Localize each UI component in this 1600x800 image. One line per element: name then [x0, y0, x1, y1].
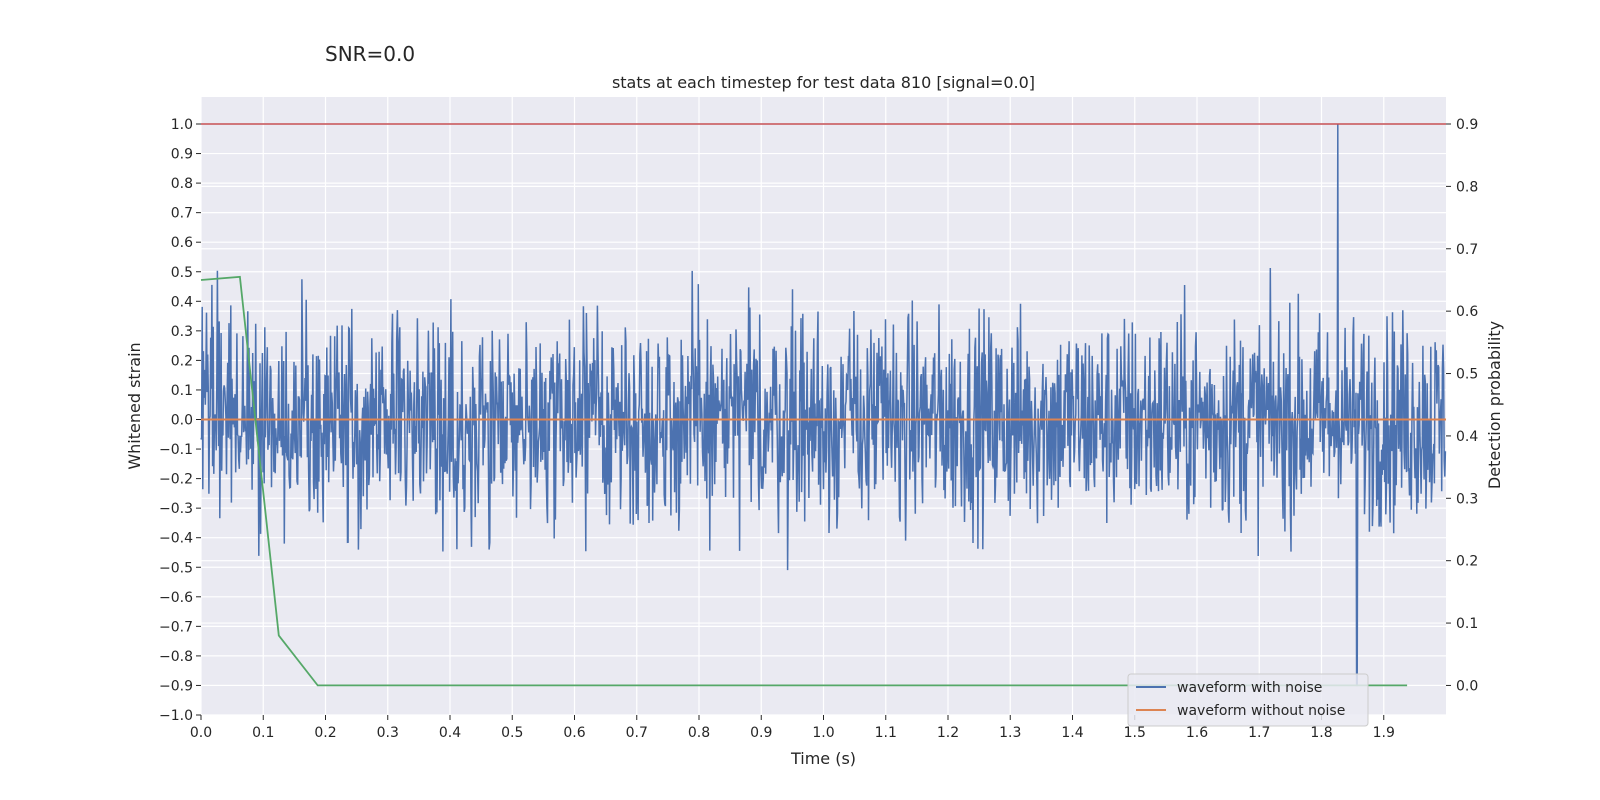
y-tick-label: −0.9 — [159, 678, 193, 694]
x-tick-label: 1.2 — [937, 725, 959, 741]
y-right-tick-label: 0.0 — [1456, 678, 1478, 694]
legend: waveform with noise waveform without nois… — [1127, 673, 1369, 727]
x-tick-label: 0.4 — [439, 725, 461, 741]
x-axis-label: Time (s) — [790, 749, 856, 768]
y-right-tick-label: 0.3 — [1456, 491, 1478, 507]
x-tick-label: 1.4 — [1061, 725, 1083, 741]
x-axis: 0.0 0.1 0.2 0.3 0.4 0.5 0.6 0.7 0.8 0.9 1.0 1.1 1.2 1… — [190, 715, 1395, 741]
y-right-tick-label: 0.2 — [1456, 554, 1478, 570]
y-axis-right: 0.9 0.8 0.7 0.6 0.5 0.4 0.3 0.2 0.1 0.0 — [1446, 117, 1478, 694]
chart-title: stats at each timestep for test data 810… — [612, 73, 1035, 92]
series-waveform-with-noise — [200, 123, 1447, 687]
y-tick-label: 0.3 — [171, 324, 193, 340]
x-tick-label: 0.7 — [626, 725, 648, 741]
y-tick-label: −0.6 — [159, 590, 193, 606]
y-tick-label: 0.9 — [171, 147, 193, 163]
y-right-tick-label: 0.7 — [1456, 242, 1478, 258]
series-detection-probability — [200, 275, 1408, 687]
y-tick-label: −0.5 — [159, 560, 193, 576]
x-tick-label: 0.8 — [688, 725, 710, 741]
y-tick-label: 0.4 — [171, 294, 193, 310]
y-tick-label: 0.1 — [171, 383, 193, 399]
x-tick-label: 0.1 — [252, 725, 274, 741]
y-axis-left: 1.0 0.9 0.8 0.7 0.6 0.5 0.4 0.3 0.2 0.1 0.0 −0.1 −0.… — [159, 117, 201, 724]
y-tick-label: −0.4 — [159, 531, 193, 547]
y-right-tick-label: 0.9 — [1456, 117, 1478, 133]
x-tick-label: 1.8 — [1310, 725, 1332, 741]
x-tick-label: 1.3 — [999, 725, 1021, 741]
x-tick-label: 0.6 — [563, 725, 585, 741]
figure-title: SNR=0.0 — [325, 42, 416, 66]
y-tick-label: −1.0 — [159, 708, 193, 724]
y-tick-label: 0.2 — [171, 353, 193, 369]
y-right-tick-label: 0.6 — [1456, 304, 1478, 320]
y-right-tick-label: 0.5 — [1456, 367, 1478, 383]
x-tick-label: 0.2 — [314, 725, 336, 741]
y-tick-label: −0.7 — [159, 619, 193, 635]
legend-box — [1127, 673, 1369, 727]
legend-label: waveform without noise — [1177, 703, 1345, 719]
y-tick-label: −0.3 — [159, 501, 193, 517]
y-right-tick-label: 0.4 — [1456, 429, 1478, 445]
x-tick-label: 0.3 — [377, 725, 399, 741]
y-right-tick-label: 0.8 — [1456, 179, 1478, 195]
x-tick-label: 0.5 — [501, 725, 523, 741]
y-tick-label: −0.2 — [159, 472, 193, 488]
y-axis-right-label: Detection probability — [1485, 321, 1504, 489]
y-tick-label: 1.0 — [171, 117, 193, 133]
x-tick-label: 0.0 — [190, 725, 212, 741]
x-tick-label: 1.5 — [1124, 725, 1146, 741]
x-tick-label: 1.6 — [1186, 725, 1208, 741]
y-tick-label: 0.5 — [171, 265, 193, 281]
x-tick-label: 1.7 — [1248, 725, 1270, 741]
legend-label: waveform with noise — [1177, 680, 1322, 696]
y-tick-label: 0.6 — [171, 235, 193, 251]
y-right-tick-label: 0.1 — [1456, 616, 1478, 632]
x-tick-label: 1.9 — [1373, 725, 1395, 741]
y-tick-label: −0.1 — [159, 442, 193, 458]
y-tick-label: −0.8 — [159, 649, 193, 665]
y-tick-label: 0.8 — [171, 176, 193, 192]
x-tick-label: 1.1 — [875, 725, 897, 741]
y-axis-label: Whitened strain — [125, 342, 144, 469]
x-tick-label: 1.0 — [812, 725, 834, 741]
y-tick-label: 0.7 — [171, 206, 193, 222]
y-tick-label: 0.0 — [171, 413, 193, 429]
x-tick-label: 0.9 — [750, 725, 772, 741]
